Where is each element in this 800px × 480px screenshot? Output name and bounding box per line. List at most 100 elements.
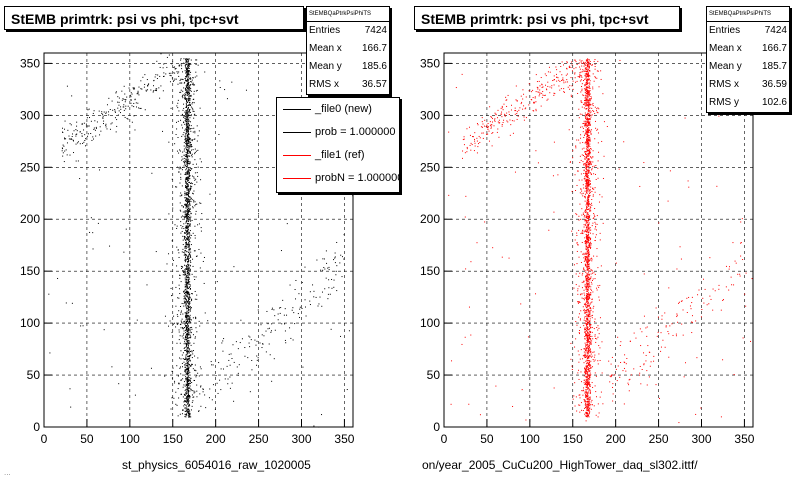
data-point bbox=[646, 335, 648, 337]
data-point bbox=[593, 213, 595, 215]
data-point bbox=[585, 365, 587, 367]
data-point bbox=[589, 75, 591, 77]
data-point bbox=[597, 329, 599, 331]
data-point bbox=[187, 401, 189, 403]
data-point bbox=[597, 267, 599, 269]
data-point bbox=[183, 291, 185, 293]
data-point bbox=[189, 302, 191, 304]
data-point bbox=[182, 211, 184, 213]
data-point bbox=[178, 329, 180, 331]
data-point bbox=[590, 229, 592, 231]
data-point bbox=[584, 237, 586, 239]
data-point bbox=[589, 365, 591, 367]
data-point bbox=[75, 135, 77, 137]
data-point bbox=[194, 172, 196, 174]
data-point bbox=[125, 108, 127, 110]
data-point bbox=[183, 274, 185, 276]
data-point bbox=[599, 347, 601, 349]
data-point bbox=[505, 99, 507, 101]
data-point bbox=[158, 87, 160, 89]
data-point bbox=[628, 384, 630, 386]
data-point bbox=[589, 378, 591, 380]
data-point bbox=[185, 319, 187, 321]
data-point bbox=[187, 339, 189, 341]
data-point bbox=[592, 291, 594, 293]
data-point bbox=[588, 236, 590, 238]
data-point bbox=[590, 366, 592, 368]
data-point bbox=[476, 137, 478, 139]
data-point bbox=[71, 95, 73, 97]
data-point bbox=[188, 126, 190, 128]
data-point bbox=[722, 359, 724, 361]
data-point bbox=[189, 204, 191, 206]
data-point bbox=[305, 315, 307, 317]
data-point bbox=[585, 263, 587, 265]
data-point bbox=[185, 58, 187, 60]
data-point bbox=[186, 176, 188, 178]
data-point bbox=[191, 140, 193, 142]
data-point bbox=[579, 66, 581, 68]
data-point bbox=[187, 162, 189, 164]
data-point bbox=[184, 123, 186, 125]
data-point bbox=[589, 244, 591, 246]
data-point bbox=[185, 264, 187, 266]
data-point bbox=[589, 123, 591, 125]
data-point bbox=[516, 100, 518, 102]
data-point bbox=[185, 394, 187, 396]
data-point bbox=[186, 342, 188, 344]
data-point bbox=[585, 76, 587, 78]
data-point bbox=[586, 405, 588, 407]
data-point bbox=[506, 99, 508, 101]
data-point bbox=[189, 224, 191, 226]
data-point bbox=[588, 203, 590, 205]
data-point bbox=[584, 294, 586, 296]
data-point bbox=[212, 384, 214, 386]
data-point bbox=[192, 163, 194, 165]
data-point bbox=[587, 367, 589, 369]
data-point bbox=[588, 215, 590, 217]
data-point bbox=[533, 101, 535, 103]
data-point bbox=[191, 382, 193, 384]
data-point bbox=[139, 107, 141, 109]
data-point bbox=[188, 112, 190, 114]
data-point bbox=[594, 120, 596, 122]
data-point bbox=[185, 291, 187, 293]
data-point bbox=[587, 253, 589, 255]
data-point bbox=[187, 177, 189, 179]
data-point bbox=[599, 194, 601, 196]
data-point bbox=[593, 272, 595, 274]
data-point bbox=[586, 214, 588, 216]
data-point bbox=[186, 292, 188, 294]
data-point bbox=[188, 118, 190, 120]
data-point bbox=[255, 344, 257, 346]
data-point bbox=[584, 338, 586, 340]
data-point bbox=[188, 150, 190, 152]
data-point bbox=[186, 178, 188, 180]
data-point bbox=[189, 269, 191, 271]
data-point bbox=[741, 218, 743, 220]
data-point bbox=[683, 376, 685, 378]
data-point bbox=[278, 307, 280, 309]
data-point bbox=[696, 357, 698, 359]
data-point bbox=[261, 334, 263, 336]
data-point bbox=[185, 198, 187, 200]
data-point bbox=[594, 385, 596, 387]
data-point bbox=[588, 61, 590, 63]
data-point bbox=[185, 337, 187, 339]
y-tick-label: 50 bbox=[27, 368, 41, 382]
data-point bbox=[186, 287, 188, 289]
data-point bbox=[589, 98, 591, 100]
data-point bbox=[587, 223, 589, 225]
data-point bbox=[76, 130, 78, 132]
data-point bbox=[582, 192, 584, 194]
data-point bbox=[177, 166, 179, 168]
data-point bbox=[185, 368, 187, 370]
data-point bbox=[189, 63, 191, 65]
data-point bbox=[600, 78, 602, 80]
data-point bbox=[587, 356, 589, 358]
data-point bbox=[586, 317, 588, 319]
data-point bbox=[187, 129, 189, 131]
data-point bbox=[592, 194, 594, 196]
data-point bbox=[594, 354, 596, 356]
data-point bbox=[106, 128, 108, 130]
